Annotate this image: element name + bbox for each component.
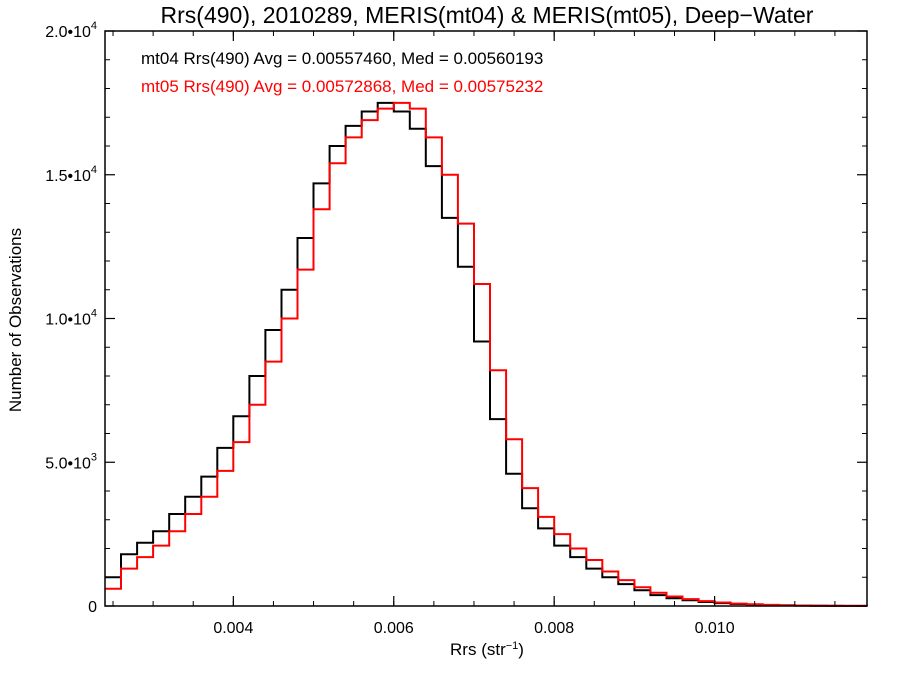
legend-mt05-stats: mt05 Rrs(490) Avg = 0.00572868, Med = 0.…: [141, 77, 543, 96]
series-line-mt05: [105, 101, 868, 607]
y-tick-label: 2.0•104: [45, 20, 97, 41]
series-line-mt04: [105, 101, 868, 607]
x-axis-label: Rrs (str−1): [450, 640, 524, 659]
x-tick-label: 0.008: [534, 620, 574, 637]
x-tick-label: 0.010: [695, 620, 735, 637]
series-layer: [105, 101, 868, 607]
x-tick-label: 0.006: [374, 620, 414, 637]
plot-frame: [104, 30, 868, 607]
chart-title: Rrs(490), 2010289, MERIS(mt04) & MERIS(m…: [161, 2, 814, 28]
legend: mt04 Rrs(490) Avg = 0.00557460, Med = 0.…: [141, 49, 543, 96]
y-axis-label: Number of Observations: [6, 228, 25, 412]
x-axis: 0.004 0.006 0.008 0.010: [112, 31, 836, 637]
y-tick-label: 5.0•103: [45, 451, 97, 472]
y-tick-label: 1.5•104: [45, 164, 97, 185]
x-tick-label: 0.004: [213, 620, 253, 637]
legend-mt04-stats: mt04 Rrs(490) Avg = 0.00557460, Med = 0.…: [141, 49, 543, 68]
y-axis: 0 5.0•103 1.0•104 1.5•104 2.0•104: [45, 20, 867, 616]
y-tick-label: 0: [88, 599, 97, 616]
y-tick-label: 1.0•104: [45, 308, 97, 329]
